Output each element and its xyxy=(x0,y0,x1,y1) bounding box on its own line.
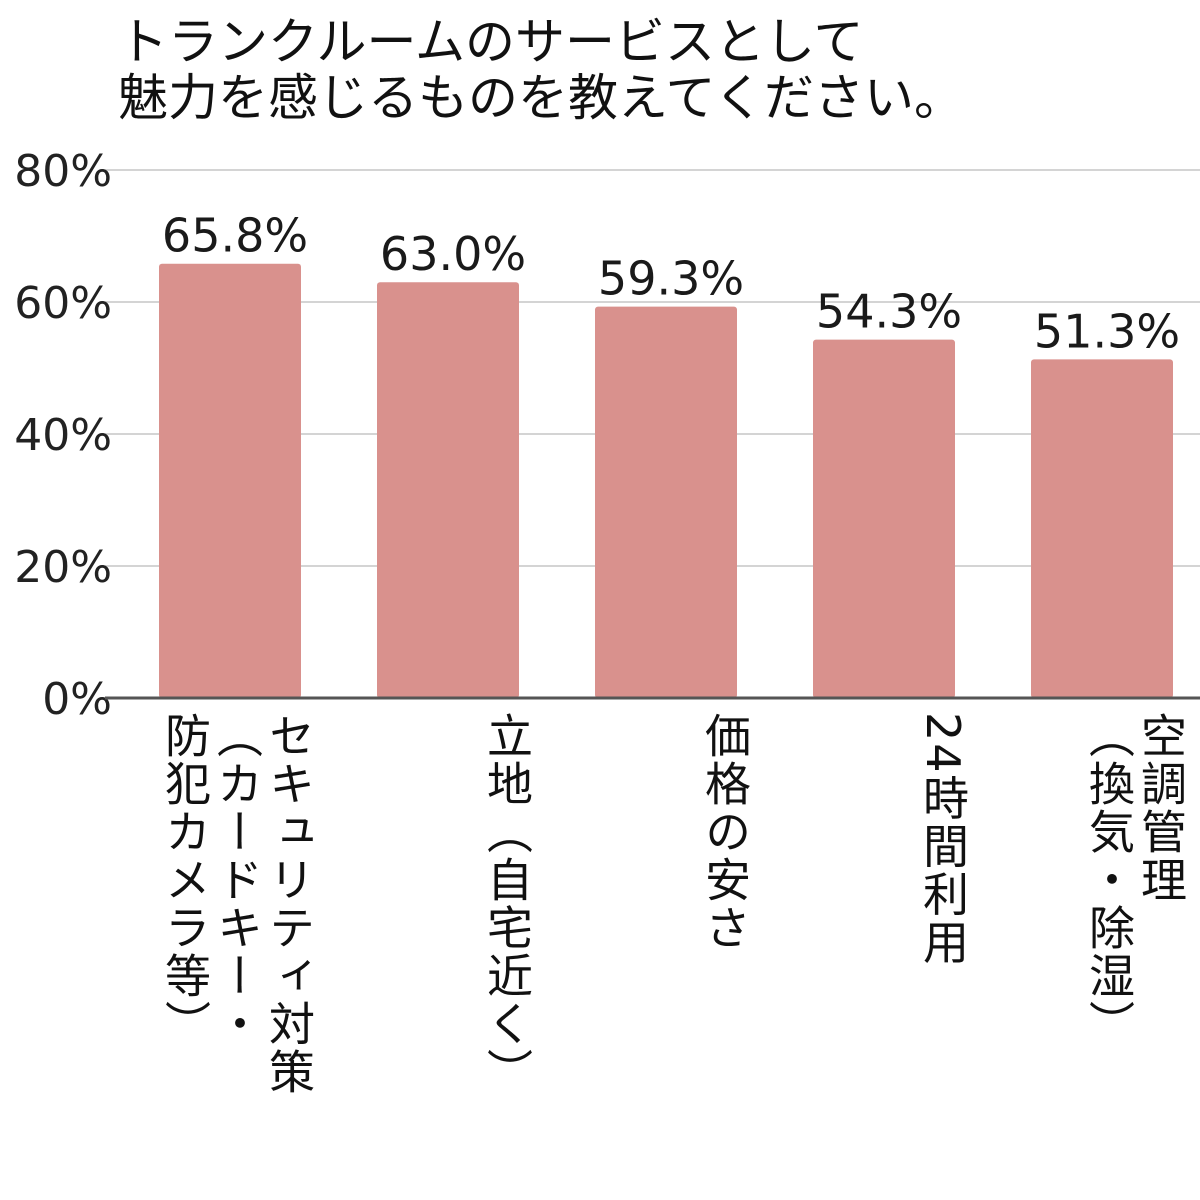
data-label: 51.3% xyxy=(1034,304,1180,358)
chart-title-line-2: 魅力を感じるものを教えてください。 xyxy=(118,69,964,127)
bar xyxy=(159,263,301,698)
data-labels: 65.8% 63.0% 59.3% 54.3% 51.3% xyxy=(162,209,1180,359)
category-label-line: 防犯カメラ等） xyxy=(158,712,212,1048)
data-label: 59.3% xyxy=(598,252,744,306)
y-tick-label: 0% xyxy=(42,674,112,725)
y-axis-ticks: 0% 20% 40% 60% 80% xyxy=(14,146,112,725)
bar xyxy=(1031,359,1173,698)
category-label-line: （カードキー・ xyxy=(210,712,264,1048)
data-label: 63.0% xyxy=(380,227,526,281)
category-label-line: 24時間利用 xyxy=(916,712,970,967)
bar xyxy=(813,339,955,698)
category-label: 空調管理 （換気・除湿） xyxy=(1082,712,1188,1048)
category-label-line: 価格の安さ xyxy=(698,712,752,952)
chart-title-line-1: トランクルームのサービスとして xyxy=(118,13,864,71)
chart-title: トランクルームのサービスとして 魅力を感じるものを教えてください。 xyxy=(118,14,1178,126)
data-label: 54.3% xyxy=(816,285,962,339)
bar xyxy=(595,306,737,698)
category-label-line: 立地（自宅近く） xyxy=(480,712,534,1096)
category-label-line: （換気・除湿） xyxy=(1082,712,1136,1048)
category-label: セキュリティ対策 （カードキー・ 防犯カメラ等） xyxy=(158,712,316,1096)
bars xyxy=(159,263,1173,698)
y-tick-label: 60% xyxy=(14,278,112,329)
bar xyxy=(377,282,519,698)
category-label-line: セキュリティ対策 xyxy=(262,712,316,1096)
category-label: 立地（自宅近く） xyxy=(480,712,534,1096)
category-label: 価格の安さ xyxy=(698,712,752,952)
category-label: 24時間利用 xyxy=(916,712,970,967)
data-label: 65.8% xyxy=(162,209,308,263)
y-tick-label: 40% xyxy=(14,410,112,461)
category-label-line: 空調管理 xyxy=(1134,712,1188,904)
y-tick-label: 20% xyxy=(14,542,112,593)
y-tick-label: 80% xyxy=(14,146,112,197)
